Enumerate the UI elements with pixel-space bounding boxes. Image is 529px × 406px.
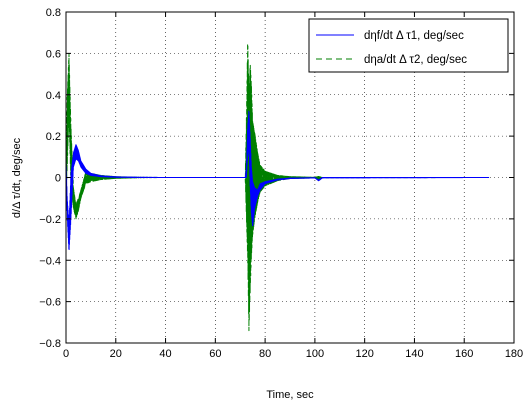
y-tick-label: 0.4 [46, 90, 61, 102]
y-tick-label: 0 [55, 173, 61, 185]
series-line-1 [66, 110, 490, 250]
y-tick-label: −0.6 [39, 297, 61, 309]
y-tick-label: 0.2 [46, 131, 61, 143]
legend-box [308, 18, 509, 73]
x-tick-label: 60 [209, 348, 221, 360]
y-tick-label: −0.2 [39, 214, 61, 226]
x-axis-label: Time, sec [266, 389, 314, 401]
y-axis-label: d/Δ τ/dt, deg/sec [11, 137, 23, 218]
series-group [66, 42, 490, 332]
x-tick-label: 160 [455, 348, 473, 360]
x-tick-label: 140 [405, 348, 423, 360]
legend-entry-2: dηa/dt Δ τ2, deg/sec [364, 54, 467, 66]
x-tick-label: 20 [110, 348, 122, 360]
y-tick-label: −0.8 [39, 338, 61, 350]
x-tick-label: 100 [306, 348, 324, 360]
x-tick-label: 0 [63, 348, 69, 360]
y-tick-label: 0.8 [46, 7, 61, 19]
x-tick-label: 180 [505, 348, 523, 360]
x-tick-label: 80 [259, 348, 271, 360]
x-tick-label: 120 [355, 348, 373, 360]
legend: dηf/dt Δ τ1, deg/sec dηa/dt Δ τ2, deg/se… [308, 18, 509, 73]
tick-labels: 0 20 40 60 80 100 120 140 160 180 −0.8 −0.6 −0.4 −0.2… [39, 7, 523, 360]
y-tick-label: 0.6 [46, 48, 61, 60]
ticks-group [65, 11, 515, 344]
legend-entry-1: dηf/dt Δ τ1, deg/sec [364, 30, 464, 42]
y-tick-label: −0.4 [39, 255, 61, 267]
x-tick-label: 40 [159, 348, 171, 360]
